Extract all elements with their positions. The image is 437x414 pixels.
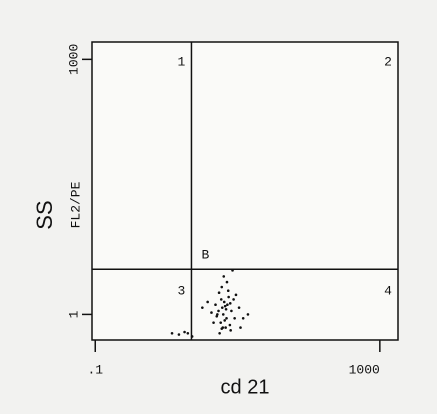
point [201, 306, 204, 309]
point [237, 306, 241, 309]
point [223, 304, 227, 308]
point [219, 321, 223, 324]
y-tick-label: 1 [66, 310, 81, 318]
point [229, 329, 232, 332]
point [177, 333, 181, 336]
point [239, 326, 242, 329]
point [230, 309, 233, 313]
point [220, 285, 224, 289]
point [233, 316, 236, 320]
point [228, 323, 232, 327]
point [225, 280, 229, 284]
point [220, 327, 224, 330]
point [225, 316, 228, 320]
point [219, 298, 223, 301]
point [217, 291, 221, 295]
point [220, 306, 224, 309]
quadrant-label: 2 [384, 54, 392, 69]
y-axis-sublabel: FL2/PE [68, 181, 83, 228]
point [226, 289, 230, 293]
point [212, 321, 215, 324]
point [222, 275, 226, 278]
point [186, 331, 190, 335]
point [228, 302, 232, 305]
point [223, 319, 227, 322]
point [183, 330, 186, 334]
point [170, 331, 174, 335]
point [210, 311, 213, 314]
y-axis-label: SS [32, 200, 57, 229]
point [224, 326, 227, 329]
point [224, 307, 228, 311]
gate-label: B [202, 248, 210, 263]
point [222, 300, 226, 304]
point [190, 335, 194, 338]
x-tick-label: 1000 [349, 362, 380, 377]
y-tick-label: 1000 [66, 44, 81, 75]
quadrant-label: 1 [178, 54, 186, 69]
point [218, 331, 221, 335]
quadrant-label: 3 [178, 284, 186, 299]
point [246, 313, 250, 316]
point [232, 298, 235, 301]
quadrant-label: 4 [384, 284, 392, 299]
x-axis-label: cd 21 [221, 376, 270, 398]
plot-frame [91, 41, 399, 341]
point [206, 300, 209, 304]
point [231, 269, 234, 272]
point [227, 295, 230, 299]
point [234, 293, 238, 297]
x-tick-label: .1 [87, 362, 103, 377]
point [215, 315, 219, 318]
point [226, 303, 229, 307]
point [241, 316, 245, 320]
point [221, 313, 225, 316]
point [217, 309, 220, 313]
point [214, 303, 217, 307]
